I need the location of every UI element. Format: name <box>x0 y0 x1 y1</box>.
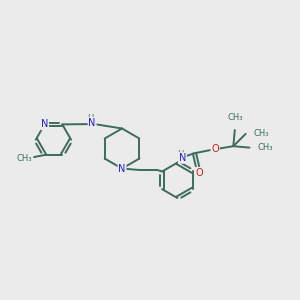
Text: CH₃: CH₃ <box>16 154 32 163</box>
Text: N: N <box>41 119 48 129</box>
Text: H: H <box>177 150 183 159</box>
Text: N: N <box>118 164 126 173</box>
Text: O: O <box>211 144 219 154</box>
Text: N: N <box>88 118 96 128</box>
Text: H: H <box>87 114 94 123</box>
Text: CH₃: CH₃ <box>228 113 243 122</box>
Text: N: N <box>179 153 186 163</box>
Text: CH₃: CH₃ <box>254 129 269 138</box>
Text: CH₃: CH₃ <box>258 142 273 152</box>
Text: O: O <box>196 168 203 178</box>
